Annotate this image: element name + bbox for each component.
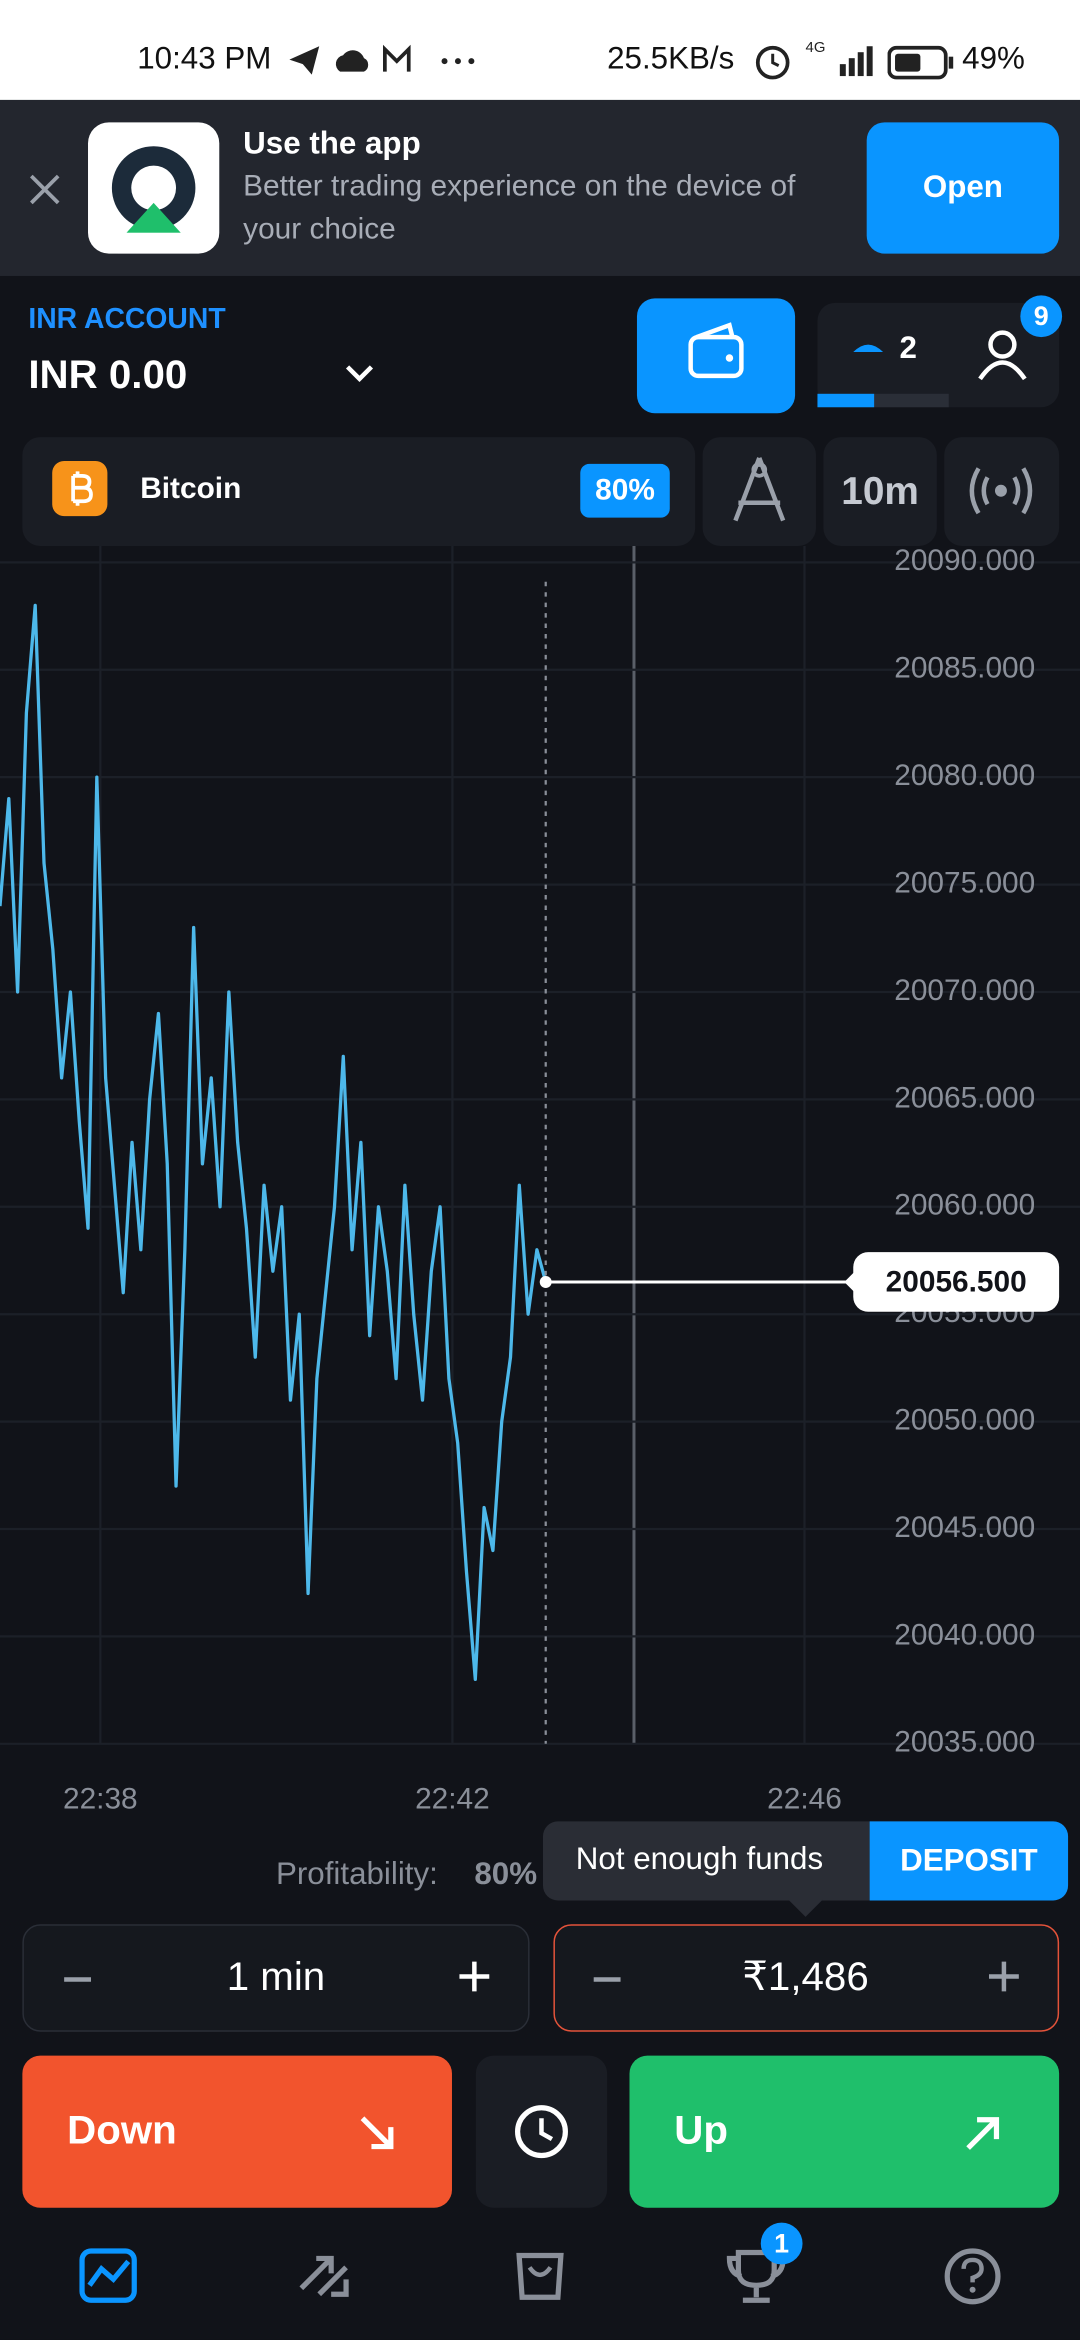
timeframe[interactable]: 10m: [823, 437, 937, 546]
amount-input: [553, 1924, 1060, 2032]
app-icon: [88, 122, 220, 254]
price-tag: [853, 1252, 1060, 1312]
y-tick-label: 20060.000: [894, 1189, 1035, 1222]
duration-value[interactable]: 1 min: [226, 1954, 326, 1999]
price-line: [0, 603, 548, 1682]
level-icon: [853, 344, 884, 353]
up-arrow: [966, 2117, 1000, 2150]
duration-plus[interactable]: [456, 1959, 492, 1995]
banner-subtitle: Better trading experience on the device …: [243, 170, 796, 203]
status-icons-right: [755, 45, 873, 80]
y-tick-label: 20075.000: [894, 866, 1035, 899]
nav-help[interactable]: [944, 2248, 1001, 2305]
y-tick-label: 20090.000: [894, 546, 1035, 577]
banner-subtitle: your choice: [243, 213, 396, 247]
signals[interactable]: [944, 437, 1060, 546]
tournament-badge: 1: [760, 2222, 803, 2265]
profitability-value: 80%: [474, 1857, 538, 1892]
x-tick-label: 22:46: [767, 1782, 842, 1815]
x-tick-label: 22:38: [63, 1782, 138, 1815]
timer-button[interactable]: [475, 2055, 608, 2208]
wallet-button[interactable]: [636, 298, 796, 414]
open-button[interactable]: Open: [866, 122, 1060, 254]
nav-market[interactable]: [516, 2252, 564, 2300]
battery-icon: [887, 45, 954, 80]
status-network: 4G: [805, 40, 826, 57]
notification-badge: 9: [1020, 295, 1063, 338]
account-label: INR ACCOUNT: [28, 304, 226, 336]
funds-warning: Not enough funds: [575, 1842, 824, 1877]
asset-name: Bitcoin: [140, 472, 242, 506]
y-tick-label: 20080.000: [894, 759, 1035, 792]
level-number: 2: [899, 331, 917, 366]
price-chart: 20035.000 20040.000 20045.000 20050.000 2005…: [0, 545, 1080, 1815]
duration-minus[interactable]: [60, 1962, 96, 1998]
duration-input: [22, 1924, 530, 2032]
status-bar: [0, 0, 1080, 100]
nav-trades[interactable]: [299, 2255, 349, 2297]
down-label: Down: [67, 2107, 177, 2153]
amount-minus[interactable]: [589, 1962, 625, 1998]
bottom-nav: [79, 2248, 1001, 2305]
y-tick-label: 20070.000: [894, 974, 1035, 1007]
price-tag-label: 20056.500: [886, 1265, 1027, 1298]
profile-panel[interactable]: [817, 302, 1060, 408]
nav-tournaments[interactable]: [726, 2249, 786, 2303]
account-balance: INR 0.00: [28, 352, 188, 397]
tooltip-arrow: [787, 1898, 824, 1917]
profile-icon[interactable]: [976, 328, 1030, 382]
y-tick-label: 20040.000: [894, 1618, 1035, 1651]
y-tick-label: 20050.000: [894, 1403, 1035, 1436]
y-tick-label: 20035.000: [894, 1726, 1035, 1759]
level-progress: [817, 393, 875, 408]
x-tick-label: 22:42: [415, 1782, 490, 1815]
drawing-tools[interactable]: [702, 437, 816, 546]
account-dropdown[interactable]: [343, 361, 376, 385]
amount-value[interactable]: ₹1,486: [742, 1954, 869, 1999]
y-tick-label: 20045.000: [894, 1511, 1035, 1544]
down-button[interactable]: [22, 2055, 452, 2208]
current-point: [539, 1276, 552, 1288]
down-arrow: [360, 2116, 394, 2150]
profitability-label: Profitability:: [275, 1857, 438, 1892]
status-speed: 25.5KB/s: [607, 41, 735, 77]
close-banner[interactable]: [27, 172, 63, 208]
asset-payout: 80%: [580, 463, 670, 518]
status-time: 10:43 PM: [137, 41, 272, 77]
banner-title: Use the app: [243, 126, 421, 162]
up-label: Up: [674, 2107, 728, 2153]
bitcoin-icon: [52, 460, 108, 517]
deposit-button[interactable]: DEPOSIT: [869, 1821, 1069, 1901]
status-battery: 49%: [962, 41, 1025, 77]
nav-chart[interactable]: [79, 2248, 137, 2303]
y-tick-label: 20065.000: [894, 1081, 1035, 1114]
amount-plus[interactable]: [986, 1959, 1022, 1995]
y-tick-label: 20085.000: [894, 652, 1035, 685]
status-icons: [289, 44, 475, 75]
